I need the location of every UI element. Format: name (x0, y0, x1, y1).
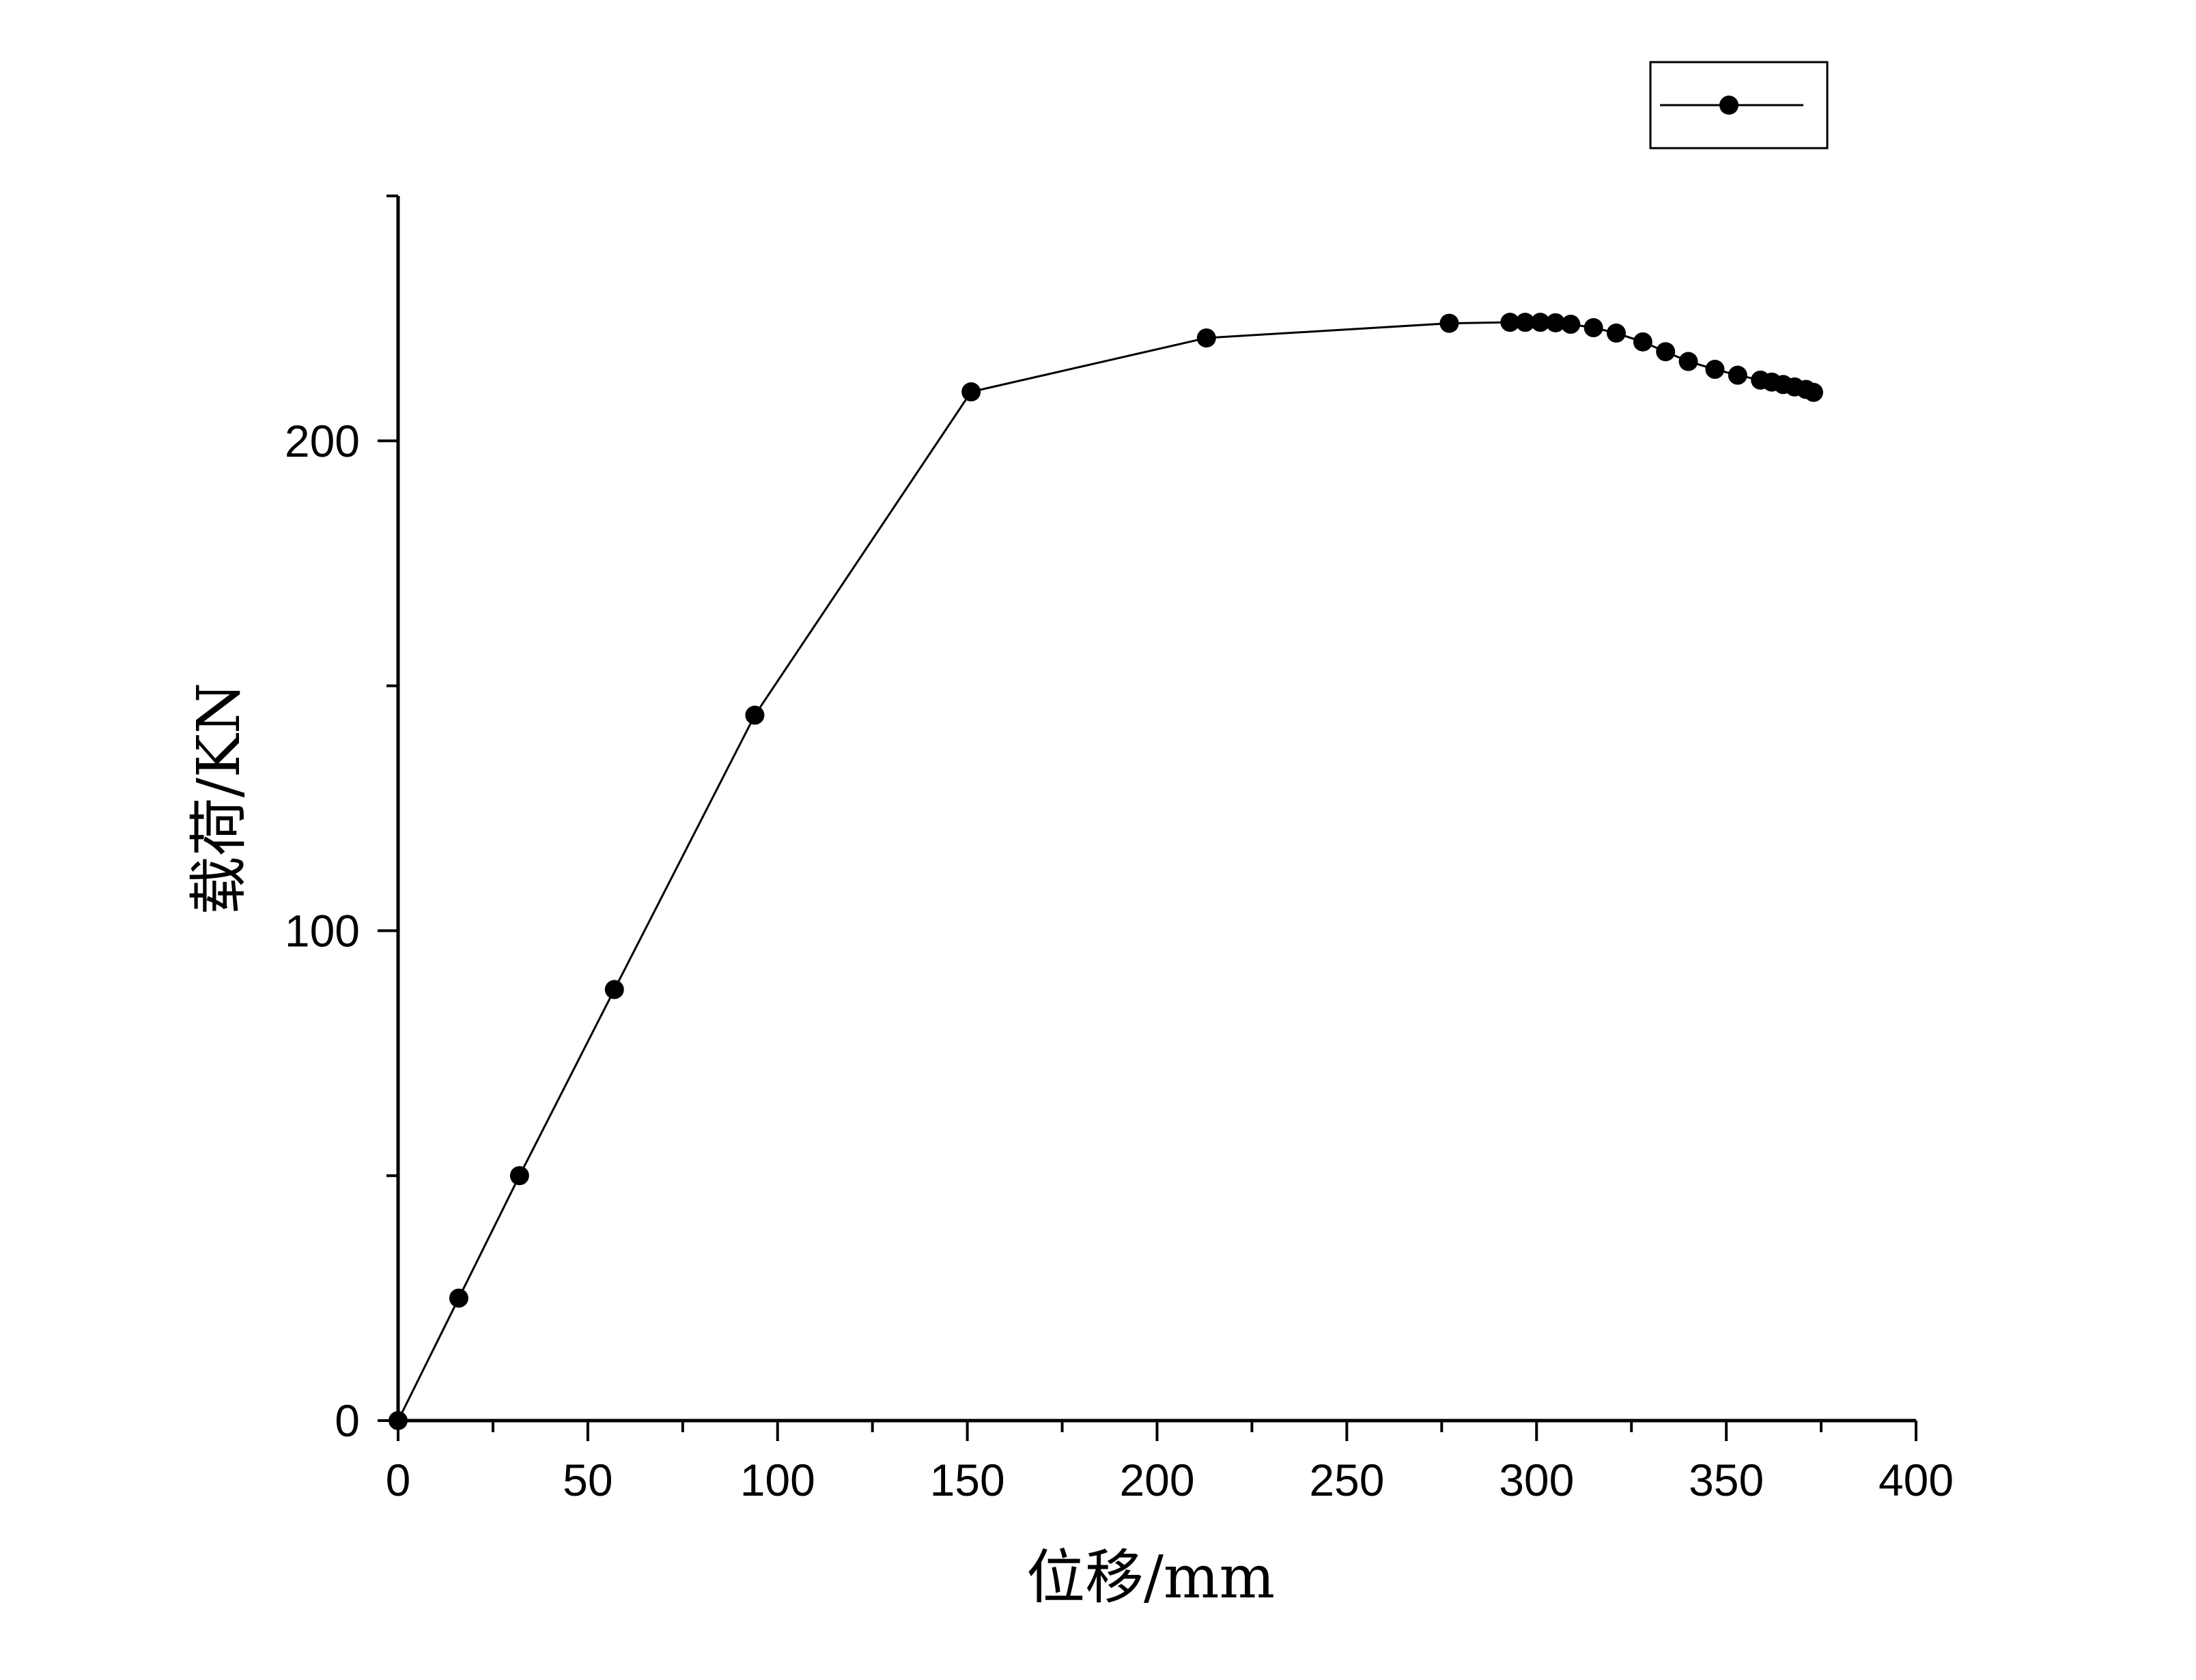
legend (1649, 61, 1829, 150)
x-axis-label: 位移/mm (1026, 1543, 1275, 1612)
data-point (1515, 313, 1535, 332)
data-point (389, 1411, 408, 1430)
data-point (1561, 315, 1581, 334)
data-point (1728, 365, 1747, 385)
x-tick-label: 400 (1878, 1455, 1954, 1505)
data-point (961, 382, 981, 402)
y-tick-label: 0 (335, 1395, 360, 1446)
x-tick-label: 0 (386, 1455, 411, 1505)
data-point (1546, 313, 1566, 332)
data-point (509, 1166, 529, 1186)
data-point (1633, 332, 1652, 352)
y-tick-label: 200 (285, 416, 360, 466)
data-point (1803, 382, 1823, 402)
y-tick-label: 100 (285, 905, 360, 956)
series-line (397, 321, 1814, 1421)
data-point (745, 705, 765, 725)
x-tick-label: 150 (930, 1455, 1005, 1505)
data-point (1656, 342, 1676, 362)
y-axis-label: 载荷/KN (185, 683, 253, 915)
x-tick-label: 100 (740, 1455, 815, 1505)
data-point (1439, 313, 1459, 333)
data-point (1583, 318, 1603, 338)
data-point (1530, 313, 1550, 332)
x-tick-label: 250 (1309, 1455, 1384, 1505)
series-layer (389, 313, 1823, 1430)
data-point (1678, 352, 1698, 371)
legend-marker (1719, 96, 1738, 115)
data-point (449, 1288, 468, 1308)
data-point (1606, 323, 1626, 343)
data-point (1500, 313, 1520, 332)
axes: 0 50 100 150 200 250 300 350 400 0 100 200 (285, 195, 1954, 1505)
data-point (604, 980, 624, 999)
x-tick-label: 300 (1499, 1455, 1574, 1505)
x-tick-label: 200 (1119, 1455, 1194, 1505)
data-point (1705, 360, 1725, 380)
x-tick-label: 50 (563, 1455, 613, 1505)
data-point (1196, 328, 1216, 348)
x-tick-label: 350 (1689, 1455, 1764, 1505)
